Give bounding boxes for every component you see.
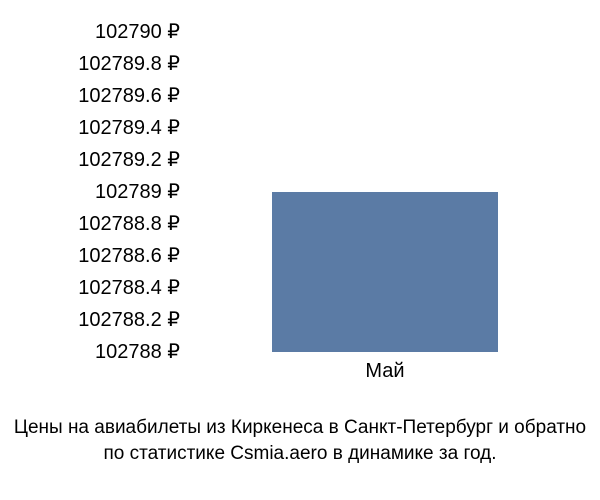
y-tick-label: 102788.8 ₽ xyxy=(20,214,180,234)
y-tick-label: 102790 ₽ xyxy=(20,22,180,42)
plot-area xyxy=(190,32,580,352)
y-tick-label: 102789.6 ₽ xyxy=(20,86,180,106)
y-tick-label: 102788.4 ₽ xyxy=(20,278,180,298)
price-bar-chart: 102790 ₽ 102789.8 ₽ 102789.6 ₽ 102789.4 ₽ 10… xyxy=(10,20,590,400)
y-tick-label: 102788.2 ₽ xyxy=(20,310,180,330)
bar xyxy=(272,192,498,352)
y-tick-label: 102789.2 ₽ xyxy=(20,150,180,170)
y-tick-label: 102788.6 ₽ xyxy=(20,246,180,266)
y-tick-label: 102789.4 ₽ xyxy=(20,118,180,138)
chart-caption: Цены на авиабилеты из Киркенеса в Санкт-… xyxy=(0,415,600,466)
y-tick-label: 102789.8 ₽ xyxy=(20,54,180,74)
x-tick-label: Май xyxy=(365,360,404,383)
y-tick-label: 102788 ₽ xyxy=(20,342,180,362)
y-tick-label: 102789 ₽ xyxy=(20,182,180,202)
caption-line-1: Цены на авиабилеты из Киркенеса в Санкт-… xyxy=(14,417,586,438)
caption-line-2: по статистике Csmia.aero в динамике за г… xyxy=(104,443,497,464)
